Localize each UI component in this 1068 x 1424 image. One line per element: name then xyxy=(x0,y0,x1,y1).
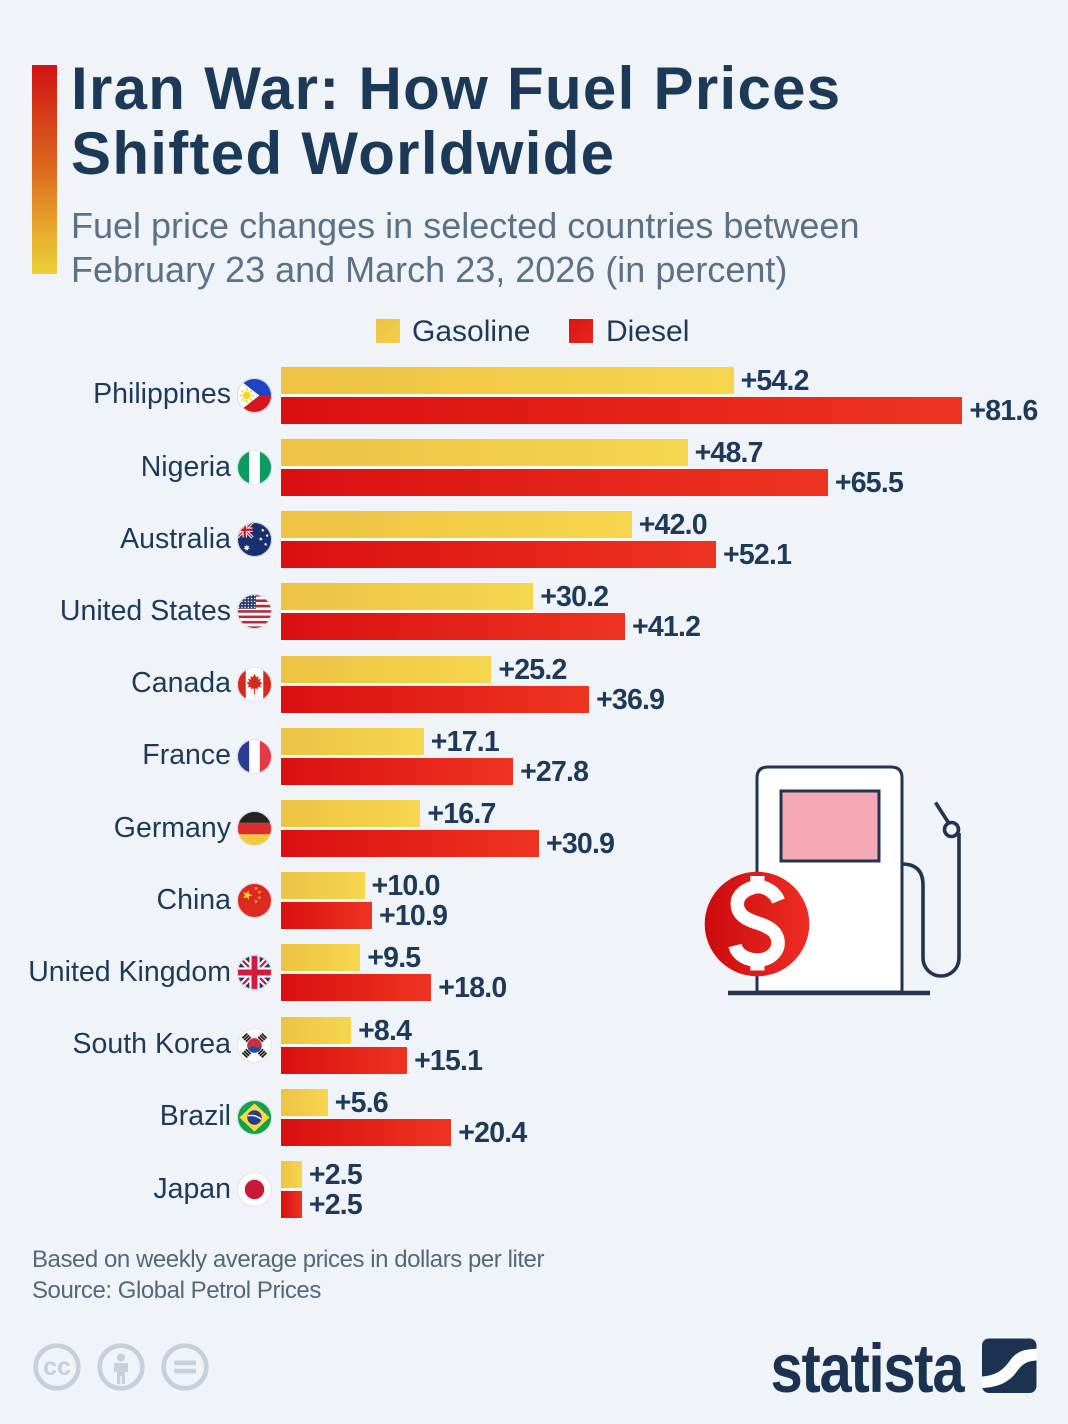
svg-text:statista: statista xyxy=(771,1329,966,1403)
svg-text:cc: cc xyxy=(43,1353,71,1381)
